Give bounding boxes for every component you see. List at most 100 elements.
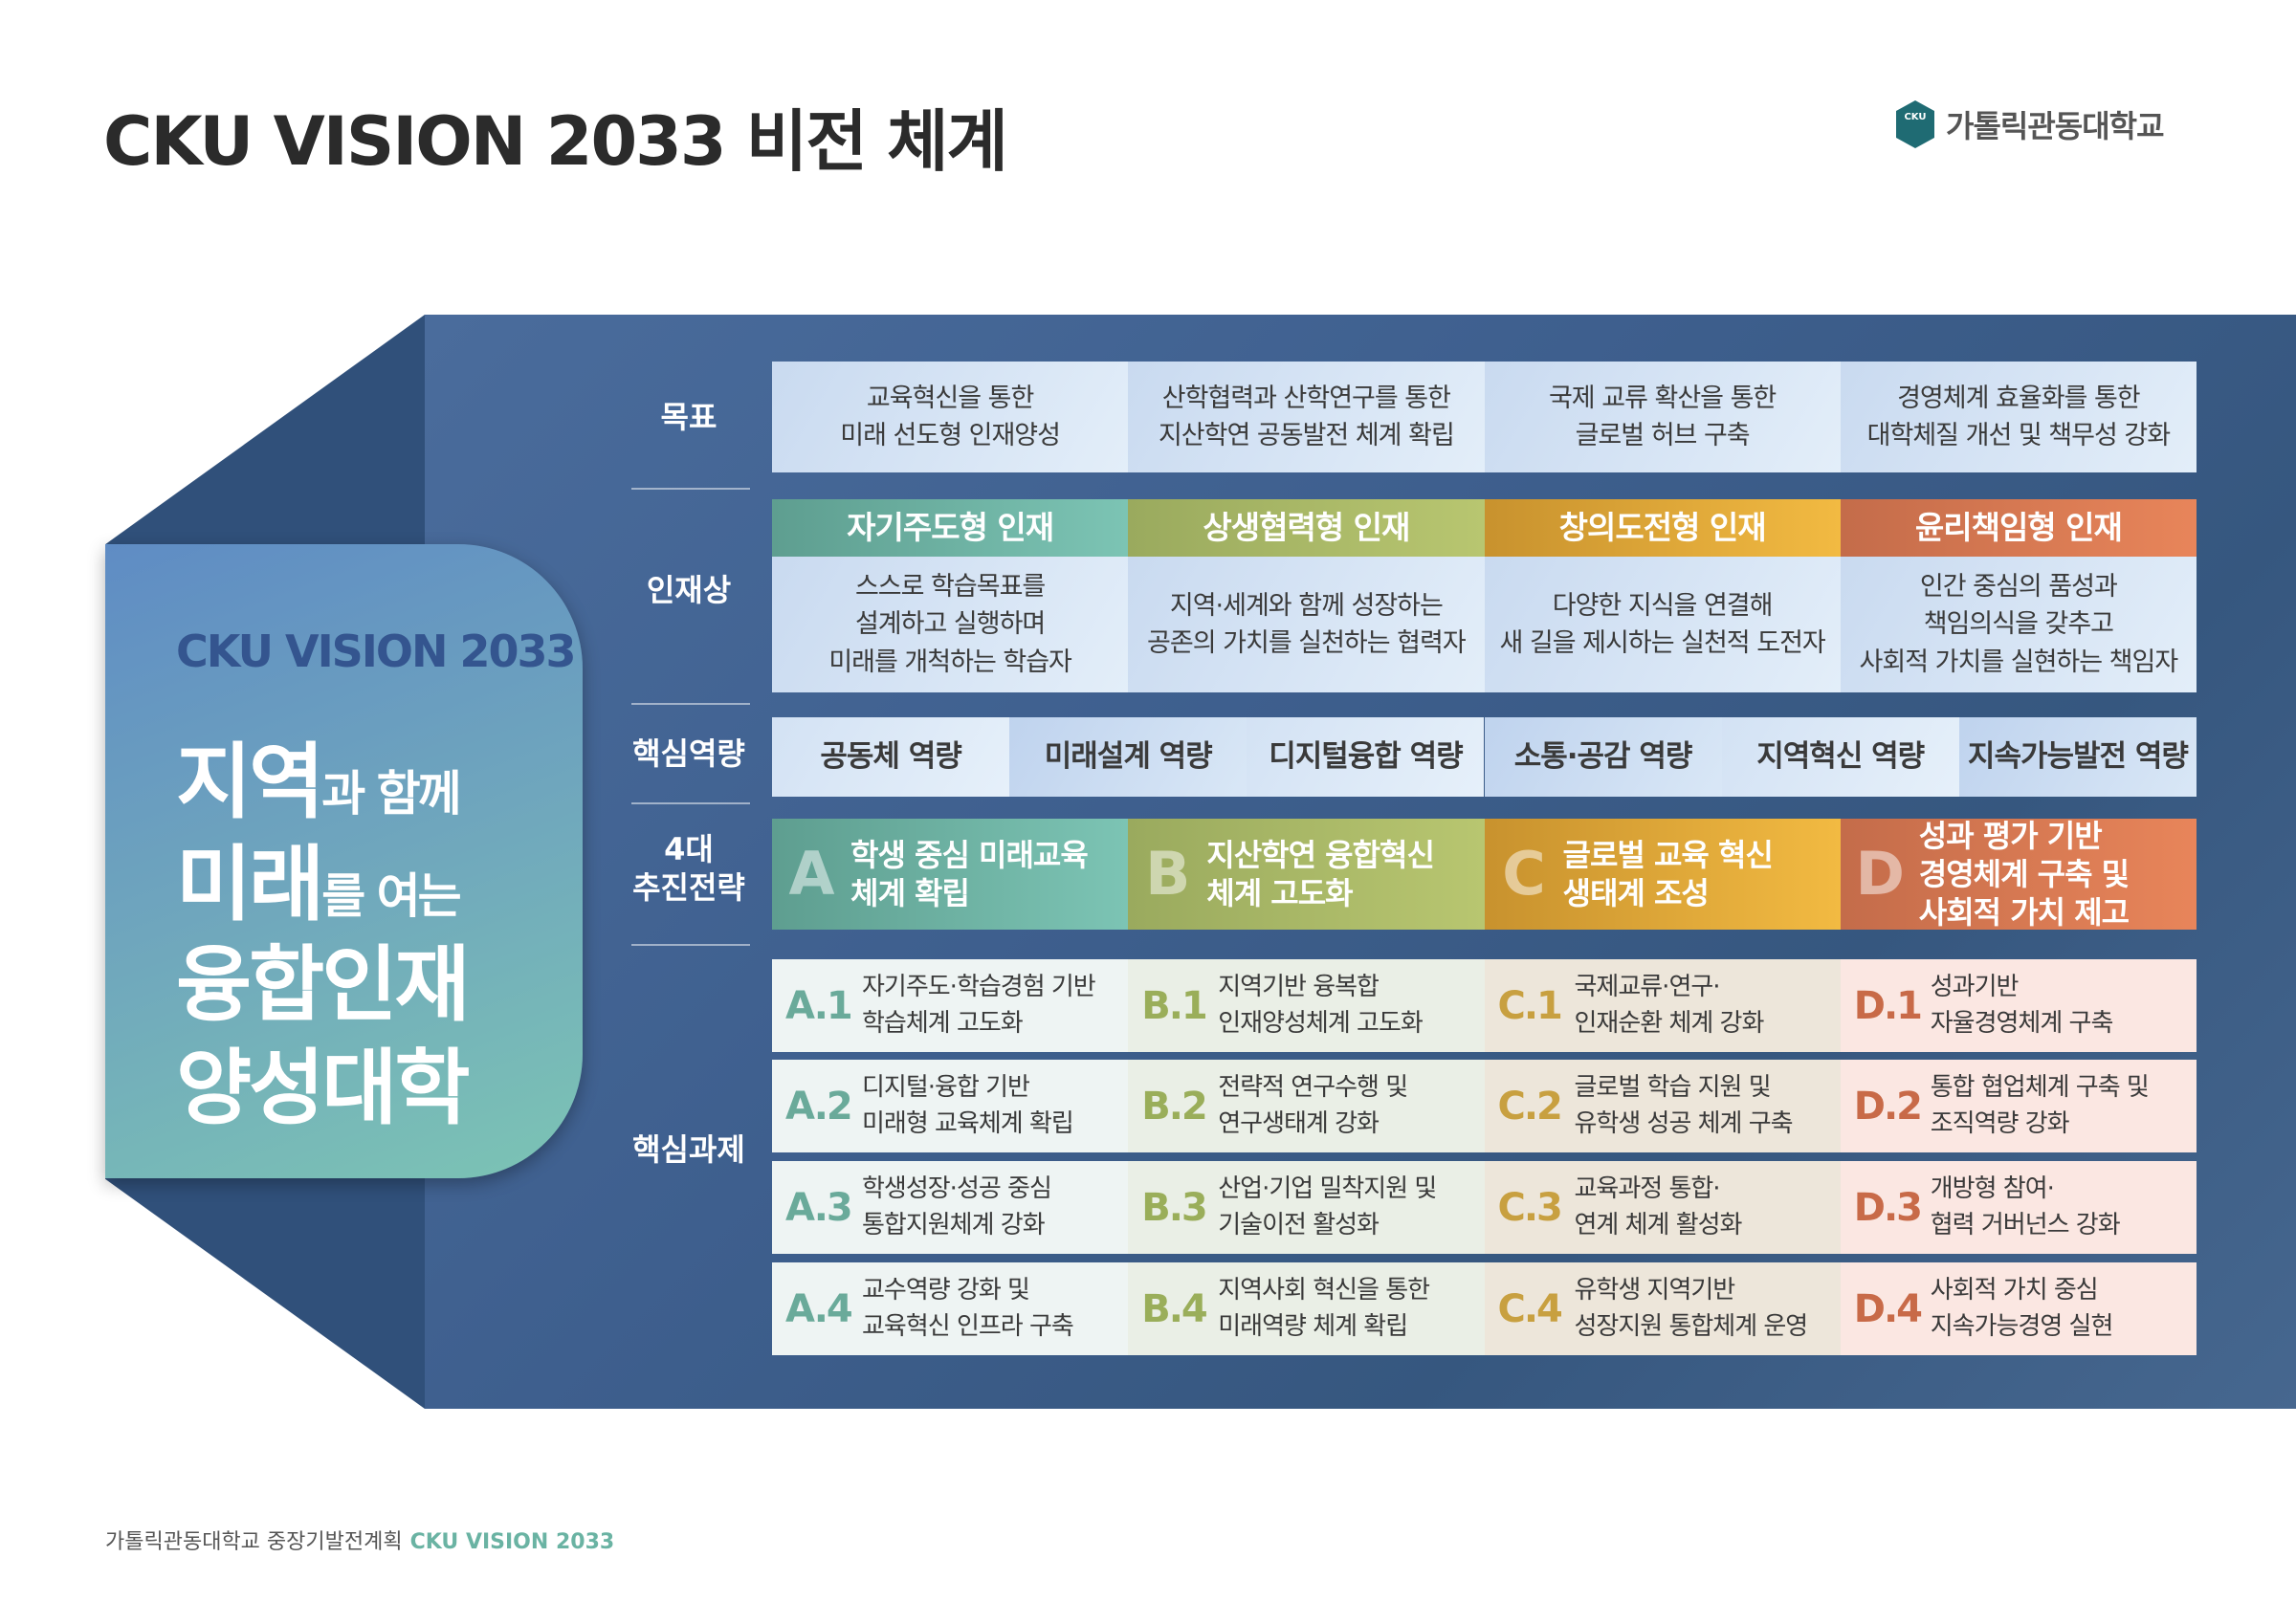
vision-card: CKU VISION 2033 지역과 함께 미래를 여는 융합인재 양성대학 (105, 544, 583, 1178)
competency-cell: 지속가능발전 역량 (1958, 717, 2197, 797)
row-divider (631, 944, 750, 946)
strategy-cell: B 지산학연 융합혁신 체계 고도화 (1128, 819, 1485, 930)
slogan-big: 미래 (176, 837, 324, 932)
slogan-big: 양성대학 (176, 1041, 470, 1136)
task-code: D.4 (1853, 1286, 1923, 1331)
strategy-text: 지산학연 융합혁신 체계 고도화 (1206, 837, 1435, 911)
slogan-small: 를 여는 (321, 868, 461, 924)
task-code: D.3 (1853, 1185, 1923, 1230)
row-label-strategy: 4대 추진전략 (632, 831, 745, 906)
task-cell: C.2 글로벌 학습 지원 및 유학생 성공 체계 구축 (1484, 1060, 1841, 1152)
task-text: 글로벌 학습 지원 및 유학생 성공 체계 구축 (1574, 1072, 1794, 1138)
page-title: CKU VISION 2033 비전 체계 (103, 102, 1008, 181)
task-cell: C.3 교육과정 통합· 연계 체계 활성화 (1484, 1161, 1841, 1254)
goal-cell: 국제 교류 확산을 통한 글로벌 허브 구축 (1484, 362, 1841, 472)
slogan-line: 양성대학 (176, 1020, 470, 1140)
task-code: D.1 (1853, 983, 1923, 1028)
competency-cell: 공동체 역량 (772, 717, 1010, 797)
task-text: 산업·기업 밀착지원 및 기술이전 활성화 (1218, 1173, 1437, 1239)
task-cell: A.2 디지털·융합 기반 미래형 교육체계 확립 (772, 1060, 1129, 1152)
row-divider (631, 488, 750, 490)
row-label-talent: 인재상 (646, 572, 732, 608)
task-cell: D.1 성과기반 자율경영체계 구축 (1840, 959, 2197, 1052)
logo-name: 가톨릭관동대학교 (1946, 108, 2165, 144)
task-code: C.2 (1497, 1084, 1563, 1129)
task-text: 유학생 지역기반 성장지원 통합체계 운영 (1574, 1275, 1809, 1341)
task-text: 사회적 가치 중심 지속가능경영 실현 (1930, 1275, 2114, 1341)
task-code: A.1 (785, 983, 853, 1028)
talent-title: 자기주도형 인재 (772, 499, 1129, 557)
talent-title: 창의도전형 인재 (1484, 499, 1841, 557)
goal-cell: 경영체계 효율화를 통한 대학체질 개선 및 책무성 강화 (1840, 362, 2197, 472)
task-cell: B.2 전략적 연구수행 및 연구생태계 강화 (1128, 1060, 1485, 1152)
row-divider (631, 703, 750, 705)
competency-cell: 디지털융합 역량 (1247, 717, 1485, 797)
task-code: C.4 (1497, 1286, 1563, 1331)
task-code: A.3 (785, 1185, 853, 1230)
slogan-line: 융합인재 (176, 917, 470, 1037)
task-text: 교육과정 통합· 연계 체계 활성화 (1574, 1173, 1743, 1239)
footer-text: 가톨릭관동대학교 중장기발전계획 (105, 1530, 403, 1554)
cku-shield-icon: CKU (1896, 100, 1934, 148)
strategy-letter: D (1855, 839, 1905, 910)
strategy-letter: C (1502, 839, 1546, 910)
task-cell: A.3 학생성장·성공 중심 통합지원체계 강화 (772, 1161, 1129, 1254)
row-label-tasks: 핵심과제 (632, 1131, 745, 1168)
strategy-text: 성과 평가 기반 경영체계 구축 및 사회적 가치 제고 (1918, 818, 2130, 931)
competency-cell: 미래설계 역량 (1009, 717, 1247, 797)
task-text: 교수역량 강화 및 교육혁신 인프라 구축 (862, 1275, 1074, 1341)
task-cell: C.1 국제교류·연구· 인재순환 체계 강화 (1484, 959, 1841, 1052)
task-code: A.4 (785, 1286, 853, 1331)
goal-cell: 산학협력과 산학연구를 통한 지산학연 공동발전 체계 확립 (1128, 362, 1485, 472)
task-cell: B.3 산업·기업 밀착지원 및 기술이전 활성화 (1128, 1161, 1485, 1254)
row-divider (631, 802, 750, 804)
task-cell: D.3 개방형 참여· 협력 거버넌스 강화 (1840, 1161, 2197, 1254)
slogan-line: 지역과 함께 (176, 714, 462, 834)
strategy-text: 학생 중심 미래교육 체계 확립 (850, 837, 1089, 911)
task-cell: D.2 통합 협업체계 구축 및 조직역량 강화 (1840, 1060, 2197, 1152)
task-cell: A.1 자기주도·학습경험 기반 학습체계 고도화 (772, 959, 1129, 1052)
slogan-big: 지역 (176, 735, 324, 830)
row-label-competency: 핵심역량 (632, 735, 745, 772)
task-code: D.2 (1853, 1084, 1923, 1129)
task-cell: D.4 사회적 가치 중심 지속가능경영 실현 (1840, 1262, 2197, 1355)
task-text: 국제교류·연구· 인재순환 체계 강화 (1574, 972, 1765, 1038)
task-text: 지역기반 융복합 인재양성체계 고도화 (1218, 972, 1424, 1038)
row-label-goal: 목표 (660, 399, 718, 435)
talent-desc: 다양한 지식을 연결해 새 길을 제시하는 실천적 도전자 (1484, 557, 1841, 692)
slogan-small: 과 함께 (321, 766, 461, 822)
task-text: 성과기반 자율경영체계 구축 (1930, 972, 2114, 1038)
task-cell: A.4 교수역량 강화 및 교육혁신 인프라 구축 (772, 1262, 1129, 1355)
strategy-cell: C 글로벌 교육 혁신 생태계 조성 (1484, 819, 1841, 930)
strategy-text: 글로벌 교육 혁신 생태계 조성 (1562, 837, 1774, 911)
slogan-line: 미래를 여는 (176, 817, 462, 936)
goal-cell: 교육혁신을 통한 미래 선도형 인재양성 (772, 362, 1129, 472)
talent-title: 상생협력형 인재 (1128, 499, 1485, 557)
footer: 가톨릭관동대학교 중장기발전계획 CKU VISION 2033 (105, 1524, 614, 1555)
task-text: 학생성장·성공 중심 통합지원체계 강화 (862, 1173, 1052, 1239)
strategy-cell: A 학생 중심 미래교육 체계 확립 (772, 819, 1129, 930)
task-cell: B.1 지역기반 융복합 인재양성체계 고도화 (1128, 959, 1485, 1052)
talent-title: 윤리책임형 인재 (1840, 499, 2197, 557)
task-code: B.2 (1141, 1084, 1208, 1129)
task-code: A.2 (785, 1084, 853, 1129)
task-code: C.1 (1497, 983, 1563, 1028)
task-text: 전략적 연구수행 및 연구생태계 강화 (1218, 1072, 1408, 1138)
strategy-letter: B (1145, 839, 1190, 910)
talent-desc: 지역·세계와 함께 성장하는 공존의 가치를 실천하는 협력자 (1128, 557, 1485, 692)
competency-cell: 소통·공감 역량 (1484, 717, 1722, 797)
task-text: 개방형 참여· 협력 거버넌스 강화 (1930, 1173, 2121, 1239)
vision-label: CKU VISION 2033 (176, 625, 577, 677)
footer-accent: CKU VISION 2033 (409, 1530, 615, 1554)
strategy-letter: A (788, 839, 835, 910)
task-text: 디지털·융합 기반 미래형 교육체계 확립 (862, 1072, 1074, 1138)
task-text: 자기주도·학습경험 기반 학습체계 고도화 (862, 972, 1096, 1038)
task-text: 지역사회 혁신을 통한 미래역량 체계 확립 (1218, 1275, 1430, 1341)
slogan-big: 융합인재 (176, 937, 470, 1033)
talent-desc: 인간 중심의 품성과 책임의식을 갖추고 사회적 가치를 실현하는 책임자 (1840, 557, 2197, 692)
task-text: 통합 협업체계 구축 및 조직역량 강화 (1930, 1072, 2150, 1138)
task-code: B.1 (1141, 983, 1208, 1028)
competency-cell: 지역혁신 역량 (1721, 717, 1959, 797)
task-code: B.3 (1141, 1185, 1208, 1230)
task-cell: C.4 유학생 지역기반 성장지원 통합체계 운영 (1484, 1262, 1841, 1355)
